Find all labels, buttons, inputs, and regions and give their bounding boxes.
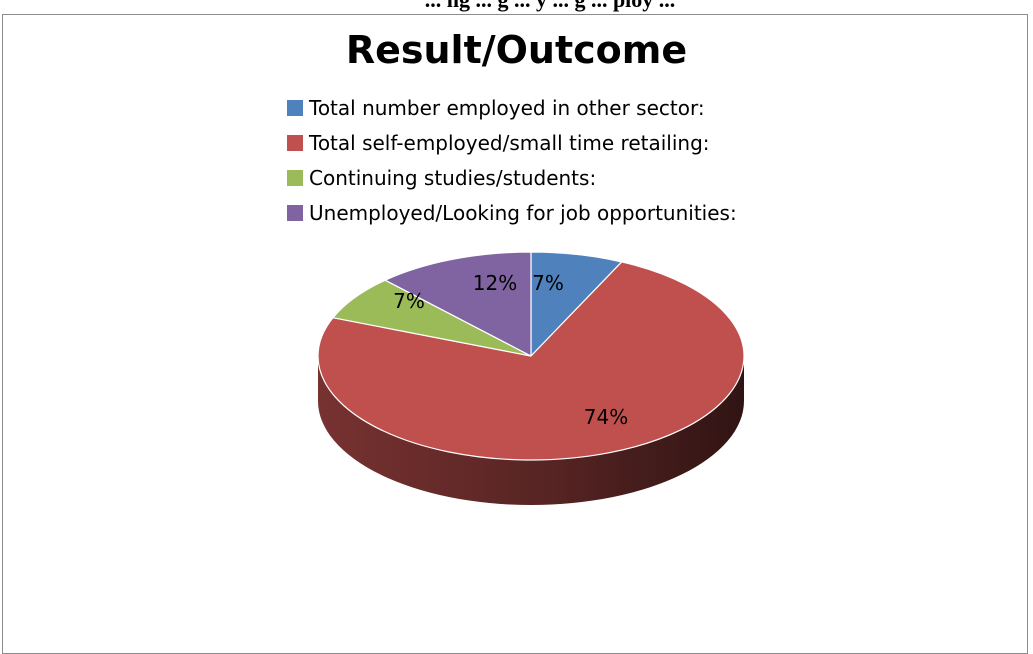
legend-swatch	[287, 169, 303, 186]
pie-slice	[384, 251, 532, 357]
legend-swatch	[287, 134, 303, 151]
legend-swatch	[287, 99, 303, 116]
cropped-caption: ... ng ... g ... y ... g ... ploy ...	[0, 0, 1033, 13]
legend-label: Continuing studies/students:	[309, 165, 597, 190]
legend-item: Total number employed in other sector:	[287, 90, 737, 125]
pie-slice	[317, 261, 745, 461]
data-label: 7%	[393, 289, 425, 313]
legend-item: Total self-employed/small time retailing…	[287, 125, 737, 160]
legend-label: Total number employed in other sector:	[309, 95, 705, 120]
pie-chart: 7% 74% 7% 12%	[317, 251, 745, 505]
chart-title: Result/Outcome	[345, 28, 688, 72]
legend-label: Total self-employed/small time retailing…	[309, 130, 710, 155]
legend-label: Unemployed/Looking for job opportunities…	[309, 200, 737, 225]
legend-swatch	[287, 204, 303, 221]
data-label: 74%	[584, 405, 628, 429]
data-label: 7%	[532, 271, 564, 295]
legend-item: Continuing studies/students:	[287, 160, 737, 195]
data-label: 12%	[473, 271, 517, 295]
chart-legend: Total number employed in other sector: T…	[287, 90, 737, 230]
pie-slice-side	[318, 356, 744, 505]
legend-item: Unemployed/Looking for job opportunities…	[287, 195, 737, 230]
